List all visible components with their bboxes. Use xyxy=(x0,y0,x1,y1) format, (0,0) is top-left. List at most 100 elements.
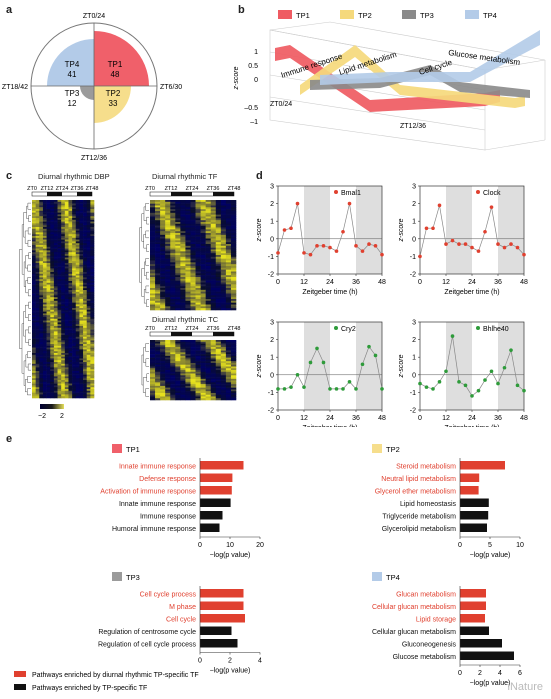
bar xyxy=(460,473,480,482)
data-point xyxy=(308,252,313,257)
heatmap-tc xyxy=(150,340,237,401)
bar xyxy=(460,626,489,635)
x-tick-label: 12 xyxy=(300,415,308,422)
x-tick-label: 36 xyxy=(352,279,360,286)
bar xyxy=(200,461,244,470)
legend-e-label-red: Pathways enriched by diurnal rhythmic TP… xyxy=(32,672,199,679)
bar xyxy=(460,589,486,598)
x-axis-label: Zeitgeber time (h) xyxy=(302,289,357,296)
sector-tp3-value: 12 xyxy=(68,99,77,108)
data-point xyxy=(457,380,461,384)
data-point xyxy=(295,373,300,377)
bar xyxy=(200,601,244,610)
bar xyxy=(200,473,233,482)
zt-tick: ZT36 xyxy=(207,186,220,192)
gene-legend-label: Clock xyxy=(483,190,501,197)
bar-category-label: Triglyceride metabolism xyxy=(382,513,456,520)
bar-category-label: Cell cycle process xyxy=(140,591,197,598)
bar-category-label: M phase xyxy=(169,604,196,611)
y-tick-label: -2 xyxy=(268,408,274,415)
y-tick-label: 0 xyxy=(270,236,274,243)
data-point xyxy=(522,388,526,393)
data-point xyxy=(276,387,280,391)
sector-tp4-name: TP4 xyxy=(65,60,80,69)
data-point xyxy=(289,385,293,389)
data-point xyxy=(515,383,520,388)
x-axis-label: −log(p value) xyxy=(210,552,251,559)
zt-tick: ZT24 xyxy=(56,186,69,192)
data-point xyxy=(308,360,313,365)
heatmap-dbp-title: Diurnal rhythmic DBP xyxy=(38,172,110,181)
y-axis-label: z-score xyxy=(398,218,405,242)
x-tick-label: 10 xyxy=(516,542,524,549)
bar xyxy=(200,511,223,520)
data-point xyxy=(431,226,435,231)
data-point xyxy=(341,387,345,391)
bar-category-label: Innate immune response xyxy=(119,501,196,508)
panel-label-e: e xyxy=(6,433,13,445)
y-tick-label: 3 xyxy=(412,320,416,327)
legend-swatch-tp1 xyxy=(278,10,292,19)
ribbon-ytick-1: 0.5 xyxy=(248,63,258,70)
night-shading xyxy=(498,322,524,410)
watermark: iNature xyxy=(507,681,543,693)
y-tick-label: 2 xyxy=(412,337,416,344)
y-tick-label: -2 xyxy=(410,272,416,279)
ribbon-ytick-3: –0.5 xyxy=(244,105,258,112)
x-tick-label: 6 xyxy=(518,670,522,677)
x-tick-label: 2 xyxy=(478,670,482,677)
clock-label-left: ZT18/42 xyxy=(2,84,28,91)
clock-label-bottom: ZT12/36 xyxy=(81,155,107,162)
data-point xyxy=(334,249,339,253)
x-tick-label: 0 xyxy=(418,415,422,422)
x-tick-label: 5 xyxy=(488,542,492,549)
x-tick-label: 0 xyxy=(276,415,280,422)
tp-swatch xyxy=(372,572,382,581)
colorbar-max: 2 xyxy=(60,413,64,420)
colorbar-min: −2 xyxy=(38,413,46,420)
bar-category-label: Innate immune response xyxy=(119,463,196,470)
data-point xyxy=(354,387,358,391)
data-point xyxy=(502,365,507,370)
data-point xyxy=(315,346,319,351)
dendrogram-tf xyxy=(139,203,149,307)
legend-label-tp1: TP1 xyxy=(296,11,310,20)
sector-tp4-value: 41 xyxy=(68,70,77,79)
gene-legend-marker xyxy=(334,326,338,330)
night-shading xyxy=(304,322,330,410)
sector-tp2-name: TP2 xyxy=(106,89,121,98)
legend-label-tp3: TP3 xyxy=(420,11,434,20)
x-tick-label: 48 xyxy=(520,279,528,286)
x-tick-label: 0 xyxy=(458,670,462,677)
data-point xyxy=(483,378,487,382)
bar-category-label: Glycerolipid metabolism xyxy=(382,526,456,533)
bar-category-label: Glucan metabolism xyxy=(396,591,456,598)
panel-a-polar-chart: ZT0/24 ZT6/30 ZT12/36 ZT18/42 TP1 48 TP2… xyxy=(2,13,182,162)
bar-category-label: Lipid storage xyxy=(416,616,456,623)
ribbon-ytick-2: 0 xyxy=(254,77,258,84)
night-shading xyxy=(356,322,382,410)
panel-label-d: d xyxy=(256,170,263,182)
data-point xyxy=(328,387,332,391)
y-tick-label: 0 xyxy=(270,372,274,379)
data-point xyxy=(463,383,468,388)
x-tick-label: 10 xyxy=(226,542,234,549)
x-tick-label: 48 xyxy=(378,415,386,422)
bar-category-label: Cellular glucan metabolism xyxy=(372,604,456,611)
bar xyxy=(460,651,514,660)
clock-label-right: ZT6/30 xyxy=(160,84,182,91)
panel-c-heatmaps: ZT0 ZT12 ZT24 ZT36 ZT48 ZT0 ZT12 ZT24 ZT36 ZT48 … xyxy=(19,186,240,420)
panel-e-bar-charts: TP1 Innate immune response Defense respons… xyxy=(98,444,524,687)
data-point xyxy=(360,362,365,367)
ribbon-tp1 xyxy=(275,45,500,112)
legend-swatch-tp2 xyxy=(340,10,354,19)
clock-label-top: ZT0/24 xyxy=(83,13,105,20)
ribbon-ytick-0: 1 xyxy=(254,49,258,56)
data-point xyxy=(515,245,520,250)
x-tick-label: 36 xyxy=(494,415,502,422)
ribbon-ylabel: z-score xyxy=(233,66,240,90)
bar xyxy=(200,626,232,635)
night-shading xyxy=(446,186,472,274)
data-point xyxy=(496,381,500,386)
bar-category-label: Glucose metabolism xyxy=(393,654,457,661)
